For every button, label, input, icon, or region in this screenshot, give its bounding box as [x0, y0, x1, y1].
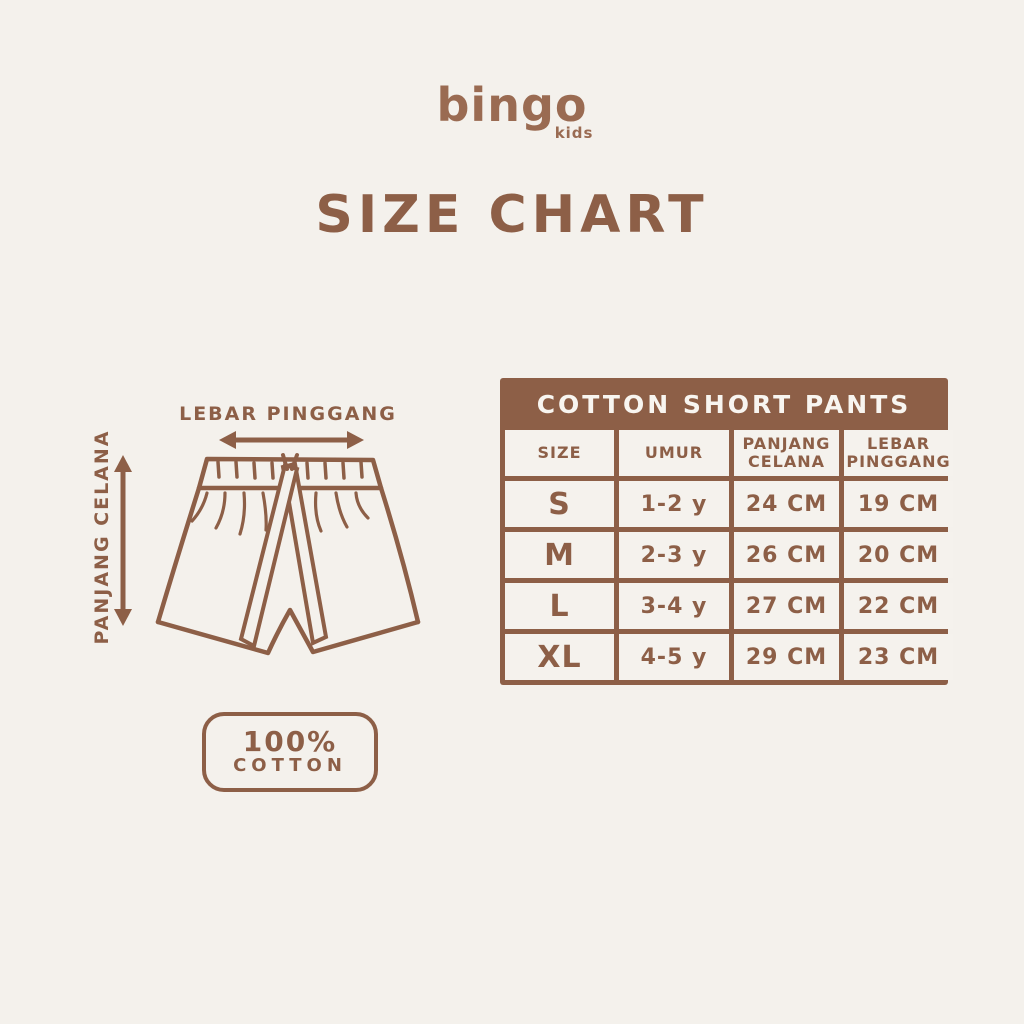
cotton-badge-percent: 100% [242, 724, 338, 758]
waistband-stitch-ticks [216, 460, 364, 480]
table-cell-panjang: 26 CM [734, 532, 839, 578]
table-cell-size: S [505, 481, 614, 527]
brand-logo-text: bingo [436, 78, 588, 132]
table-cell-size: L [505, 583, 614, 629]
table-cell-panjang: 29 CM [734, 634, 839, 680]
cotton-badge-label: COTTON [233, 755, 347, 777]
table-cell-lebar: 23 CM [844, 634, 953, 680]
table-cell-umur: 3-4 y [619, 583, 729, 629]
size-table-grid: SIZE UMUR PANJANG CELANA LEBAR PINGGANG … [505, 430, 953, 680]
cotton-badge: 100% COTTON [202, 712, 378, 792]
table-cell-umur: 2-3 y [619, 532, 729, 578]
width-arrow-icon [219, 431, 364, 449]
table-cell-size: XL [505, 634, 614, 680]
shorts-diagram-drawing [114, 431, 421, 656]
col-header-panjang-celana: PANJANG CELANA [734, 430, 839, 476]
length-arrow-icon [114, 455, 132, 626]
table-cell-lebar: 22 CM [844, 583, 953, 629]
col-header-lebar-pinggang: LEBAR PINGGANG [844, 430, 953, 476]
col-header-size: SIZE [505, 430, 614, 476]
brand-logo-subtext: kids [554, 124, 594, 142]
table-cell-panjang: 24 CM [734, 481, 839, 527]
table-cell-panjang: 27 CM [734, 583, 839, 629]
shorts-outline [155, 453, 421, 656]
drawstring-icon [238, 453, 329, 649]
fabric-gather-lines [190, 491, 370, 536]
size-table-title: COTTON SHORT PANTS [536, 389, 912, 419]
col-header-umur: UMUR [619, 430, 729, 476]
table-cell-lebar: 20 CM [844, 532, 953, 578]
waist-width-label: LEBAR PINGGANG [179, 403, 397, 425]
page-title: SIZE CHART [315, 185, 709, 245]
table-cell-size: M [505, 532, 614, 578]
brand-logo: bingo kids [0, 82, 1024, 141]
size-table: COTTON SHORT PANTS SIZE UMUR PANJANG CEL… [500, 378, 953, 685]
table-cell-umur: 1-2 y [619, 481, 729, 527]
table-cell-umur: 4-5 y [619, 634, 729, 680]
measurement-diagram: LEBAR PINGGANG PANJANG CELANA [85, 403, 440, 703]
table-cell-lebar: 19 CM [844, 481, 953, 527]
